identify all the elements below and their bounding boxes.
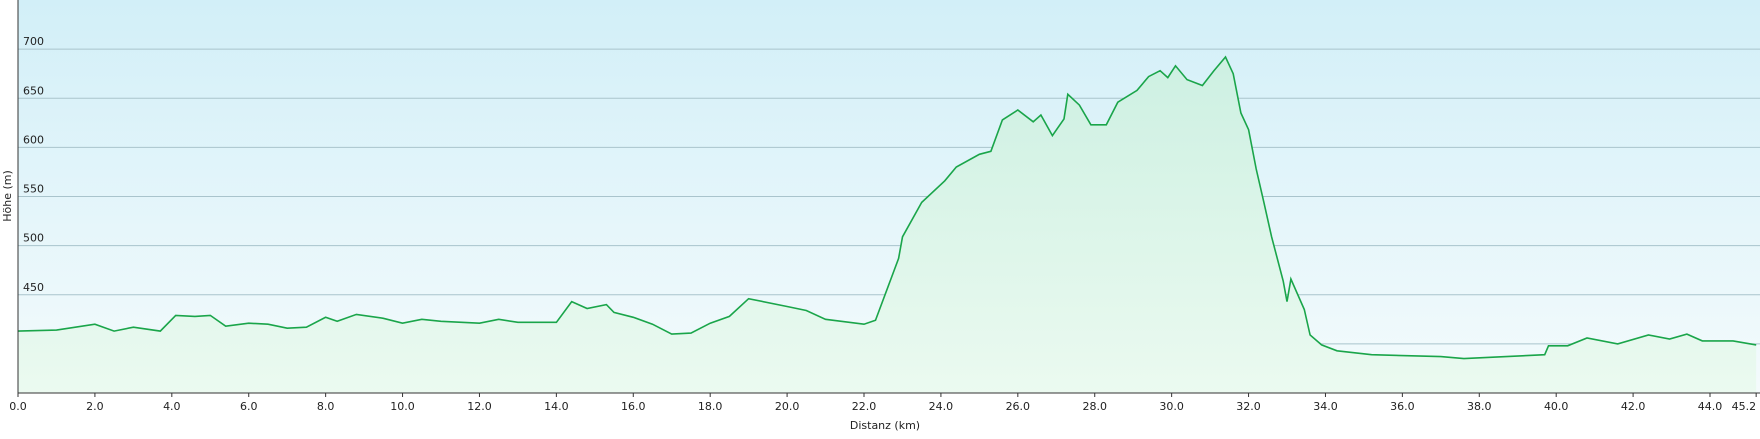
x-tick-label: 12.0 <box>467 400 492 413</box>
y-axis-label: Höhe (m) <box>1 170 14 222</box>
x-tick-label: 45.2 <box>1732 400 1757 413</box>
x-tick-label: 34.0 <box>1313 400 1338 413</box>
x-tick-label: 16.0 <box>621 400 646 413</box>
y-tick-label: 600 <box>23 133 44 146</box>
x-tick-label: 30.0 <box>1159 400 1184 413</box>
x-tick-label: 2.0 <box>86 400 104 413</box>
x-tick-label: 32.0 <box>1236 400 1261 413</box>
y-tick-label: 650 <box>23 84 44 97</box>
x-axis-label: Distanz (km) <box>850 419 920 432</box>
x-tick-label: 38.0 <box>1467 400 1492 413</box>
x-tick-label: 44.0 <box>1698 400 1723 413</box>
x-tick-label: 4.0 <box>163 400 181 413</box>
y-tick-label: 500 <box>23 232 44 245</box>
x-tick-label: 24.0 <box>929 400 954 413</box>
x-tick-label: 28.0 <box>1082 400 1107 413</box>
y-tick-label: 450 <box>23 281 44 294</box>
elevation-line <box>17 55 1757 360</box>
x-tick-label: 40.0 <box>1544 400 1569 413</box>
area-fill <box>18 57 1757 393</box>
x-tick-label: 14.0 <box>544 400 569 413</box>
x-tick-label: 18.0 <box>698 400 723 413</box>
x-tick-label: 10.0 <box>390 400 415 413</box>
x-tick-label: 26.0 <box>1006 400 1031 413</box>
y-tick-label: 700 <box>23 35 44 48</box>
x-tick-label: 8.0 <box>317 400 335 413</box>
x-tick-label: 36.0 <box>1390 400 1415 413</box>
x-tick-label: 6.0 <box>240 400 258 413</box>
x-tick-label: 22.0 <box>852 400 877 413</box>
x-tick-label: 20.0 <box>775 400 800 413</box>
x-tick-label: 0.0 <box>9 400 27 413</box>
x-tick-label: 42.0 <box>1621 400 1646 413</box>
y-tick-label: 550 <box>23 183 44 196</box>
